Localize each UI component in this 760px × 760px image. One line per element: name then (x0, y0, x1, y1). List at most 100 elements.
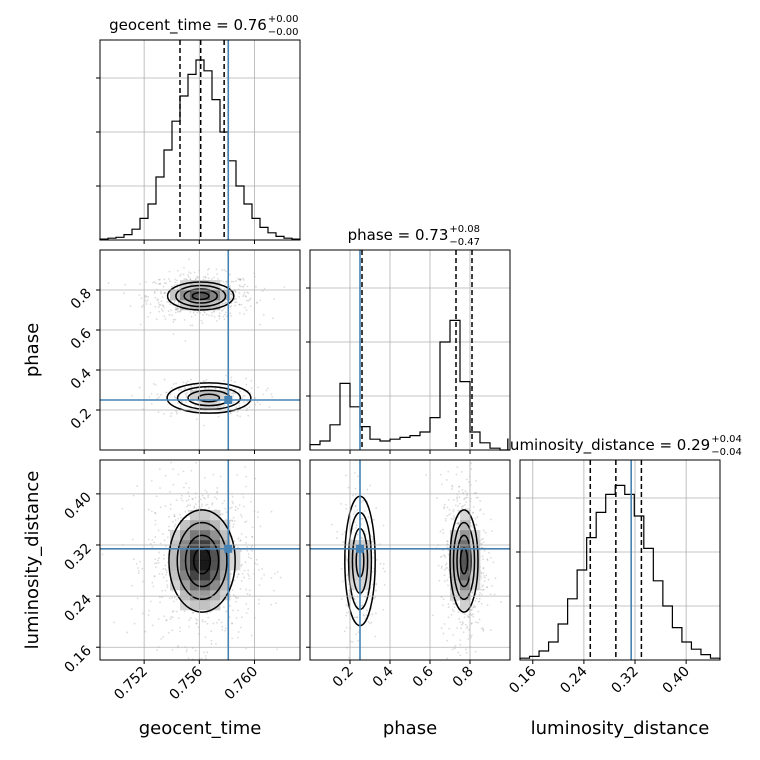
density-cell (220, 550, 231, 561)
sample-point (470, 623, 473, 625)
sample-point (448, 627, 451, 630)
sample-point (160, 300, 163, 303)
sample-point (207, 268, 209, 271)
sample-point (224, 301, 227, 304)
density-cell (210, 580, 221, 591)
sample-point (220, 304, 223, 306)
sample-point (372, 598, 375, 600)
sample-point (130, 608, 133, 611)
sample-point (140, 297, 143, 300)
sample-point (158, 572, 161, 575)
density-cell (170, 290, 181, 301)
sample-point (196, 277, 199, 279)
sample-point (462, 631, 465, 634)
density-cell (210, 550, 221, 561)
sample-point (213, 315, 216, 318)
sample-point (179, 630, 181, 633)
sample-point (467, 628, 470, 631)
sample-point (229, 412, 232, 415)
sample-point (131, 538, 134, 541)
sample-point (183, 319, 186, 321)
sample-point (232, 394, 235, 397)
sample-point (442, 549, 444, 551)
sample-point (222, 405, 225, 408)
sample-point (475, 597, 478, 600)
sample-point (206, 503, 209, 506)
sample-point (425, 473, 428, 476)
sample-point (170, 285, 173, 288)
sample-point (270, 393, 273, 396)
sample-point (221, 628, 224, 631)
sample-point (463, 498, 465, 501)
sample-point (136, 485, 139, 487)
density-cell (190, 570, 201, 581)
sample-point (219, 387, 222, 390)
sample-point (189, 277, 192, 280)
sample-point (163, 292, 165, 294)
sample-point (230, 304, 232, 307)
sample-point (213, 310, 216, 313)
sample-point (195, 618, 197, 620)
sample-point (447, 470, 450, 473)
sample-point (172, 333, 175, 335)
sample-point (234, 301, 237, 304)
sample-point (222, 315, 225, 318)
sample-point (473, 606, 475, 609)
sample-point (160, 638, 163, 640)
sample-point (446, 639, 448, 642)
sample-point (447, 603, 450, 606)
sample-point (168, 313, 171, 316)
sample-point (220, 621, 223, 624)
sample-point (190, 378, 192, 381)
sample-point (147, 614, 150, 616)
sample-point (478, 600, 481, 603)
sample-point (180, 497, 183, 500)
sample-point (235, 297, 238, 300)
sample-point (247, 414, 250, 417)
sample-point (195, 418, 198, 421)
density-cell (460, 580, 471, 591)
sample-point (483, 588, 485, 591)
sample-point (369, 484, 372, 487)
sample-point (250, 379, 253, 382)
sample-point (244, 466, 247, 469)
sample-point (173, 515, 176, 518)
sample-point (212, 310, 215, 312)
sample-point (204, 489, 207, 492)
sample-point (216, 487, 219, 489)
sample-point (194, 314, 197, 316)
sample-point (159, 282, 162, 285)
sample-point (230, 573, 233, 575)
density-cell (460, 520, 471, 531)
density-cell (350, 550, 361, 561)
sample-point (246, 592, 249, 595)
sample-point (464, 648, 467, 651)
sample-point (194, 496, 197, 499)
sample-point (157, 298, 159, 301)
sample-point (151, 624, 154, 627)
sample-point (178, 310, 181, 313)
sample-point (217, 415, 220, 418)
sample-point (154, 296, 157, 299)
sample-point (149, 600, 152, 603)
sample-point (215, 497, 218, 500)
sample-point (442, 604, 444, 607)
sample-point (482, 629, 485, 632)
sample-point (480, 593, 483, 596)
sample-point (210, 639, 213, 642)
sample-point (379, 562, 382, 565)
sample-point (349, 640, 352, 643)
sample-point (474, 599, 477, 602)
sample-point (203, 380, 206, 383)
sample-point (164, 564, 167, 567)
hist-panel-phase-background (310, 250, 510, 450)
sample-point (225, 511, 228, 513)
density-cell (220, 390, 231, 401)
sample-point (234, 381, 236, 383)
sample-point (375, 589, 377, 592)
sample-point (446, 657, 448, 660)
sample-point (152, 383, 155, 385)
contour-line (175, 284, 227, 308)
sample-point (141, 306, 143, 308)
